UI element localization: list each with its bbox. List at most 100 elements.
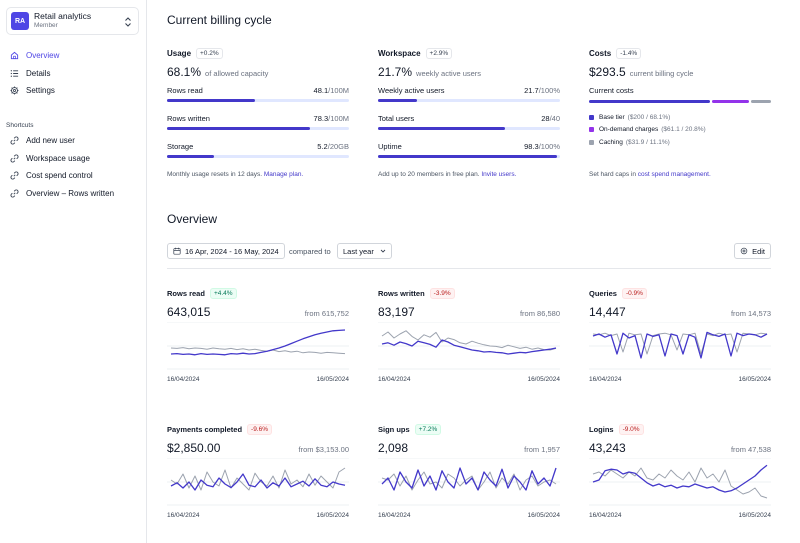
card-value: 2,098 (378, 441, 409, 455)
costs-sub: current billing cycle (629, 69, 694, 78)
previous-series-line (170, 347, 346, 355)
sparkline-chart (589, 458, 771, 506)
shortcut-label: Cost spend control (26, 171, 93, 181)
edit-label: Edit (752, 246, 765, 256)
card-badge: -9.6% (247, 424, 273, 435)
metric-bar (378, 99, 418, 102)
card-title: Logins (589, 425, 614, 434)
metric-limit: /20GB (327, 142, 349, 151)
shortcut-label: Overview – Rows written (26, 188, 115, 198)
card-badge: -9.0% (618, 424, 644, 435)
legend-item-base-tier: Base tier ($200 / 68.1%) (589, 111, 771, 124)
costs-value: $293.5 (589, 65, 626, 79)
card-end-date: 16/05/2024 (738, 376, 771, 383)
card-value: 14,447 (589, 305, 626, 319)
previous-series-line (381, 330, 557, 351)
card-values: 43,243 from 47,538 (589, 441, 771, 455)
card-badge: +4.4% (209, 288, 237, 299)
costs-header: Costs -1.4% (589, 48, 771, 59)
current-costs-label: Current costs (589, 86, 634, 95)
billing-title: Current billing cycle (167, 13, 272, 27)
card-header: Payments completed -9.6% (167, 424, 349, 435)
calendar-icon (173, 247, 181, 255)
settings-icon (740, 247, 748, 255)
workspace-header: Workspace +2.9% (378, 48, 560, 59)
compare-period-select[interactable]: Last year (337, 243, 392, 259)
card-date-axis: 16/04/2024 16/05/2024 (589, 376, 771, 383)
shortcut-add-new-user[interactable]: Add new user (6, 132, 141, 150)
legend-label: Caching (599, 138, 623, 146)
card-values: 2,098 from 1,957 (378, 441, 560, 455)
cost-breakdown-bar (589, 100, 771, 103)
card-start-date: 16/04/2024 (167, 512, 200, 519)
main-nav: Overview Details Settings (6, 47, 141, 100)
card-header: Rows written -3.9% (378, 288, 560, 299)
card-title: Rows written (378, 289, 425, 298)
invite-users-link[interactable]: Invite users. (481, 171, 517, 178)
card-from: from 14,573 (730, 309, 771, 318)
legend-label: Base tier (599, 113, 625, 121)
list-icon (10, 69, 19, 77)
card-value: $2,850.00 (167, 441, 221, 455)
metric-card-sign-ups[interactable]: Sign ups +7.2% 2,098 from 1,957 16/04/2024 16… (378, 424, 560, 532)
cost-spend-management-link[interactable]: cost spend management. (637, 171, 711, 178)
overview-title: Overview (167, 212, 218, 226)
nav-item-details[interactable]: Details (6, 65, 141, 83)
legend-detail: ($31.9 / 11.1%) (625, 138, 670, 146)
card-from: from 615,752 (304, 309, 349, 318)
metric-label: Rows read (167, 86, 203, 95)
legend-detail: ($61.1 / 20.8%) (661, 126, 706, 134)
link-icon (10, 189, 19, 198)
cost-segment-on-demand (712, 100, 750, 103)
date-range-picker[interactable]: 16 Apr, 2024 - 16 May, 2024 (167, 243, 285, 259)
metric-label: Storage (167, 142, 194, 151)
metric-value: 98.3 (524, 142, 539, 151)
manage-plan-link[interactable]: Manage plan. (263, 171, 304, 178)
home-icon (10, 52, 19, 60)
nav-item-settings[interactable]: Settings (6, 82, 141, 100)
org-role: Member (34, 22, 58, 30)
card-end-date: 16/05/2024 (316, 376, 349, 383)
sparkline-chart (378, 458, 560, 506)
shortcut-overview-rows-written[interactable]: Overview – Rows written (6, 185, 141, 203)
usage-footnote: Monthly usage resets in 12 days. Manage … (167, 171, 303, 178)
metric-track (378, 99, 560, 102)
metric-card-rows-written[interactable]: Rows written -3.9% 83,197 from 86,580 16/04/… (378, 288, 560, 396)
metric-track (378, 127, 560, 130)
card-title: Sign ups (378, 425, 410, 434)
workspace-title: Workspace (378, 49, 421, 58)
metric-bar (167, 99, 255, 102)
metric-card-payments-completed[interactable]: Payments completed -9.6% $2,850.00 from $3,… (167, 424, 349, 532)
edit-button[interactable]: Edit (734, 243, 771, 259)
workspace-value: 21.7% (378, 65, 413, 79)
org-switcher[interactable]: RA Retail analytics Member (6, 7, 139, 35)
metric-track (167, 155, 349, 158)
shortcut-cost-spend-control[interactable]: Cost spend control (6, 167, 141, 185)
legend-detail: ($200 / 68.1%) (627, 113, 671, 121)
costs-footnote-text: Set hard caps in (589, 171, 636, 178)
date-range-label: 16 Apr, 2024 - 16 May, 2024 (185, 246, 279, 256)
card-start-date: 16/04/2024 (167, 376, 200, 383)
overview-divider (167, 268, 771, 269)
metric-card-logins[interactable]: Logins -9.0% 43,243 from 47,538 16/04/2024 16… (589, 424, 771, 532)
metric-value: 21.7 (524, 86, 539, 95)
metric-rows-written: Rows written 78.3/100M (167, 114, 349, 130)
nav-item-overview[interactable]: Overview (6, 47, 141, 65)
workspace-summary: 21.7% weekly active users (378, 65, 560, 79)
metric-label: Weekly active users (378, 86, 445, 95)
metric-rows-read: Rows read 48.1/100M (167, 86, 349, 102)
shortcuts-label: Shortcuts (6, 122, 34, 129)
metric-label: Total users (378, 114, 415, 123)
card-date-axis: 16/04/2024 16/05/2024 (378, 376, 560, 383)
metric-uptime: Uptime 98.3/100% (378, 142, 560, 158)
current-series-line (170, 329, 346, 356)
metric-label: Rows written (167, 114, 210, 123)
metric-card-rows-read[interactable]: Rows read +4.4% 643,015 from 615,752 16/04/2… (167, 288, 349, 396)
metric-card-queries[interactable]: Queries -0.9% 14,447 from 14,573 16/04/2024 1… (589, 288, 771, 396)
workspace-section: Workspace +2.9% 21.7% weekly active user… (378, 48, 560, 188)
link-icon (10, 154, 19, 163)
nav-item-label: Settings (26, 86, 55, 96)
shortcut-workspace-usage[interactable]: Workspace usage (6, 150, 141, 168)
card-values: 14,447 from 14,573 (589, 305, 771, 319)
card-values: $2,850.00 from $3,153.00 (167, 441, 349, 455)
